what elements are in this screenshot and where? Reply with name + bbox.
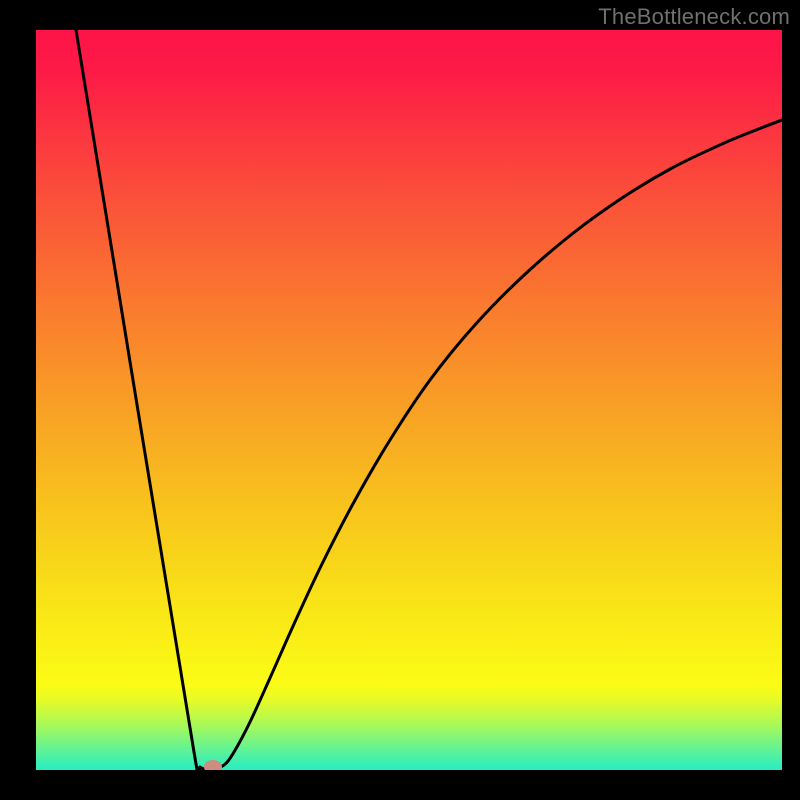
watermark-text: TheBottleneck.com (598, 4, 790, 30)
plot-area (36, 30, 782, 770)
minimum-marker (204, 760, 222, 770)
chart-container: TheBottleneck.com (0, 0, 800, 800)
bottleneck-curve (36, 30, 782, 770)
